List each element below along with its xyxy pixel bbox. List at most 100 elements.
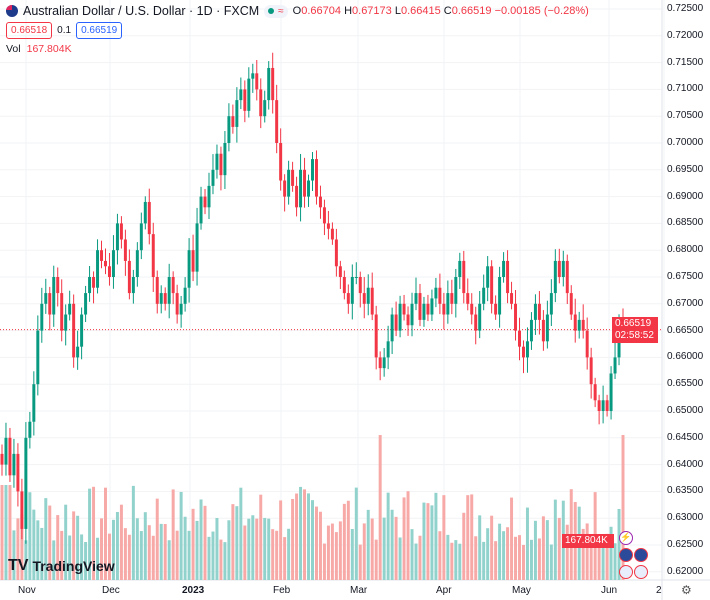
- candle-body: [402, 303, 406, 315]
- candle-body: [271, 67, 275, 101]
- candle-body: [462, 260, 466, 294]
- candle-body: [390, 314, 394, 342]
- candle-body: [303, 169, 307, 197]
- candle-body: [251, 73, 255, 79]
- candle-body: [12, 453, 16, 476]
- volume-bar: [107, 533, 111, 580]
- volume-bar: [502, 531, 506, 580]
- candle-body: [605, 400, 609, 411]
- candle-body: [597, 400, 601, 411]
- candle-body: [514, 303, 518, 331]
- candle-body: [366, 287, 370, 304]
- volume-bar: [414, 543, 418, 580]
- candle-body: [346, 293, 350, 304]
- candle-body: [76, 346, 80, 358]
- volume-bar: [80, 534, 84, 580]
- candle-body: [545, 314, 549, 342]
- volume-bar: [410, 529, 414, 580]
- candle-body: [370, 287, 374, 315]
- volume-bar: [537, 538, 541, 580]
- candle-body: [506, 260, 510, 294]
- candle-body: [470, 303, 474, 315]
- volume-bar: [227, 520, 231, 580]
- candle-body: [557, 260, 561, 277]
- volume-bar: [96, 537, 100, 580]
- candle-body: [386, 341, 390, 358]
- event-us-icon[interactable]: [634, 565, 648, 579]
- volume-legend: Vol 167.804K: [6, 43, 72, 55]
- sell-button[interactable]: 0.66518: [6, 22, 53, 39]
- delayed-icon: ≈: [278, 5, 284, 17]
- volume-bar: [326, 525, 330, 580]
- candle-body: [318, 196, 322, 208]
- candle-body: [569, 293, 573, 315]
- price-axis-label: 0.68000: [667, 244, 704, 256]
- volume-bar: [255, 518, 259, 580]
- candle-body: [410, 303, 414, 326]
- candle-body: [426, 303, 430, 315]
- volume-bar: [20, 514, 24, 580]
- price-axis-label: 0.72500: [667, 3, 704, 14]
- volume-bar: [446, 534, 450, 580]
- volume-bar: [104, 487, 107, 580]
- price-axis-label: 0.72000: [667, 29, 704, 41]
- symbol-title[interactable]: Australian Dollar / U.S. Dollar · 1D · F…: [23, 4, 260, 18]
- candle-body: [362, 293, 366, 304]
- candle-body: [521, 346, 525, 358]
- buy-button[interactable]: 0.66519: [76, 22, 123, 39]
- volume-bar: [470, 494, 474, 580]
- candle-body: [263, 100, 267, 117]
- price-axis-label: 0.70500: [667, 110, 704, 122]
- candle-body: [40, 303, 44, 331]
- candle-body: [466, 293, 470, 304]
- volume-bar: [466, 495, 470, 580]
- volume-bar: [498, 523, 502, 580]
- candle-body: [0, 453, 4, 465]
- settings-gear-icon[interactable]: ⚙: [681, 583, 692, 597]
- candle-body: [131, 277, 135, 294]
- volume-bar: [322, 543, 326, 580]
- candle-body: [577, 319, 581, 331]
- market-open-dot-icon: [268, 8, 275, 14]
- volume-bar: [199, 499, 203, 580]
- candle-body: [255, 73, 259, 90]
- event-au-icon[interactable]: [619, 548, 633, 562]
- event-us-icon[interactable]: [619, 565, 633, 579]
- candle-body: [422, 303, 426, 320]
- volume-bar: [127, 534, 131, 580]
- candle-body: [378, 357, 382, 369]
- volume-bar: [434, 492, 438, 580]
- volume-bar: [271, 529, 275, 580]
- candle-body: [382, 357, 386, 369]
- volume-bar: [147, 525, 151, 580]
- volume-bar: [545, 520, 549, 580]
- volume-bar: [259, 494, 263, 580]
- event-au-icon[interactable]: [634, 548, 648, 562]
- volume-bar: [139, 531, 143, 580]
- tradingview-logo[interactable]: TV TradingView: [8, 557, 115, 574]
- candle-body: [322, 207, 326, 224]
- event-bolt-icon[interactable]: ⚡: [619, 531, 633, 545]
- market-status-pill[interactable]: ≈: [264, 4, 288, 18]
- volume-bar: [525, 507, 529, 580]
- volume-bar: [56, 515, 60, 580]
- volume-bar: [362, 523, 366, 580]
- volume-bar: [514, 536, 518, 580]
- volume-bar: [621, 435, 625, 580]
- candle-body: [235, 100, 239, 127]
- candle-body: [247, 78, 251, 111]
- candle-body: [553, 260, 557, 294]
- candle-body: [84, 293, 88, 315]
- candle-body: [56, 277, 60, 294]
- volume-bar: [549, 544, 553, 580]
- volume-bar: [394, 516, 398, 580]
- candle-body: [414, 293, 418, 304]
- candle-body: [60, 293, 64, 331]
- volume-bar: [418, 535, 422, 580]
- volume-bar: [4, 485, 8, 580]
- candle-body: [601, 400, 605, 411]
- tv-logo-icon: TV: [8, 557, 29, 574]
- price-axis-label: 0.69500: [667, 163, 704, 175]
- ohlc-values: O0.66704 H0.67173 L0.66415 C0.66519 −0.0…: [292, 5, 589, 17]
